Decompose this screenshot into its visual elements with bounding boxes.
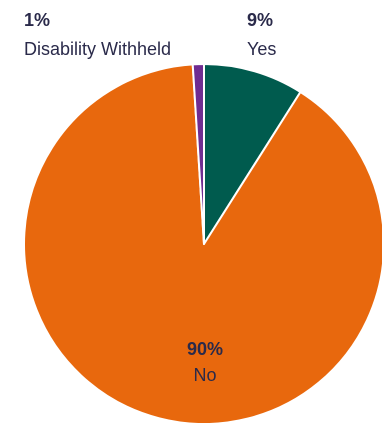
pie-slices	[23, 63, 382, 423]
pie-slice-yes	[203, 63, 302, 245]
slice-name-yes: Yes	[247, 39, 276, 59]
slice-percent-no: 90%	[187, 339, 223, 359]
slice-label-no: 90% No	[187, 339, 223, 385]
slice-name-disability-withheld: Disability Withheld	[24, 39, 171, 59]
slice-label-yes: 9% Yes	[247, 10, 276, 59]
slice-percent-disability-withheld: 1%	[24, 10, 50, 30]
slice-name-no: No	[193, 365, 216, 385]
slice-label-disability-withheld: 1% Disability Withheld	[24, 10, 171, 59]
pie-slice-disability-withheld	[191, 63, 205, 245]
slice-percent-yes: 9%	[247, 10, 273, 30]
